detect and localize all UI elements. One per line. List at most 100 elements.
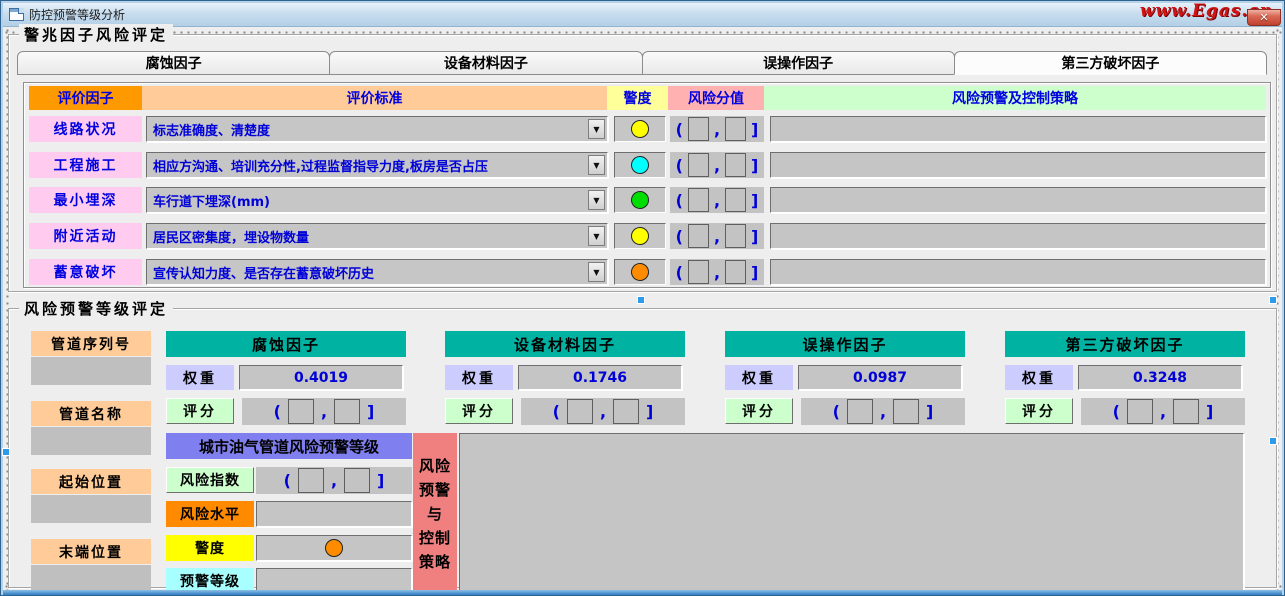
- score-interval-panel: ( , ]: [1081, 398, 1245, 425]
- tab-third-party-damage-factor[interactable]: 第三方破坏因子: [953, 51, 1267, 75]
- tab-misoperation-factor[interactable]: 误操作因子: [641, 51, 955, 75]
- weight-value-misoperation[interactable]: 0.0987: [798, 365, 962, 390]
- score-low-input[interactable]: [566, 399, 593, 424]
- score-high-input[interactable]: [725, 117, 747, 141]
- window-icon: [9, 8, 24, 21]
- weight-value-equipment[interactable]: 0.1746: [518, 365, 682, 390]
- score-high-input[interactable]: [613, 399, 640, 424]
- table-row: 工程施工 相应方沟通、培训充分性,过程监督指导力度,板房是否占压 ▼ ( , ]: [24, 152, 1270, 178]
- risk-index-high-input[interactable]: [344, 468, 371, 493]
- factor-table: 评价因子 评价标准 警度 风险分值 风险预警及控制策略 线路状况 标志准确度、清…: [23, 82, 1271, 288]
- score-high-input[interactable]: [725, 260, 747, 284]
- weight-value-third-party[interactable]: 0.3248: [1078, 365, 1242, 390]
- table-row: 附近活动 居民区密集度，埋设物数量 ▼ ( , ]: [24, 223, 1270, 249]
- designer-grid-dots: [3, 29, 1282, 37]
- score-low-input[interactable]: [846, 399, 873, 424]
- score-interval-panel: ( , ]: [670, 223, 764, 249]
- risk-level-field[interactable]: [256, 501, 412, 527]
- end-position-field[interactable]: [31, 565, 151, 590]
- pipeline-serial-field[interactable]: [31, 357, 151, 385]
- weight-label: 权重: [445, 365, 513, 390]
- selection-handle[interactable]: [637, 296, 645, 304]
- form-surface: 警兆因子风险评定 腐蚀因子 设备材料因子 误操作因子 第三方破坏因子 评价因子 …: [3, 24, 1282, 594]
- selection-handle[interactable]: [1269, 296, 1277, 304]
- score-low-input[interactable]: [687, 117, 709, 141]
- degree-indicator-panel: [614, 187, 666, 213]
- strategy-field[interactable]: [770, 116, 1266, 142]
- group-risk-warning-grade: 风险预警等级评定 管道序列号 管道名称 起始位置 末端位置 腐蚀因子 权重 0.…: [8, 298, 1277, 594]
- table-row: 最小埋深 车行道下埋深(mm) ▼ ( , ]: [24, 187, 1270, 213]
- degree-field[interactable]: [256, 535, 412, 561]
- label-end-position: 末端位置: [31, 539, 151, 564]
- standard-dropdown[interactable]: 相应方沟通、培训充分性,过程监督指导力度,板房是否占压 ▼: [146, 152, 608, 178]
- chevron-down-icon: ▼: [588, 226, 605, 246]
- col-header-strategy: 风险预警及控制策略: [764, 86, 1266, 110]
- score-label[interactable]: 评分: [166, 398, 234, 424]
- score-low-input[interactable]: [287, 399, 314, 424]
- standard-dropdown[interactable]: 标志准确度、清楚度 ▼: [146, 116, 608, 142]
- factor-header-corrosion: 腐蚀因子: [166, 331, 406, 357]
- factor-header-equipment: 设备材料因子: [445, 331, 685, 357]
- standard-dropdown[interactable]: 居民区密集度，埋设物数量 ▼: [146, 223, 608, 249]
- egas-logo: www.Egas.cn: [1139, 1, 1273, 21]
- selection-handle[interactable]: [2, 448, 10, 456]
- score-interval-panel: ( , ]: [670, 187, 764, 213]
- score-label[interactable]: 评分: [1005, 398, 1073, 424]
- close-button[interactable]: ✕: [1247, 9, 1281, 26]
- window-bottom-border: [3, 590, 1282, 595]
- score-high-input[interactable]: [725, 153, 747, 177]
- score-interval-panel: ( , ]: [242, 398, 406, 425]
- risk-index-interval-panel: ( , ]: [256, 467, 412, 494]
- strategy-vertical-label: 风险 预警 与 控制 策略: [413, 433, 457, 594]
- score-low-input[interactable]: [687, 224, 709, 248]
- chevron-down-icon: ▼: [588, 190, 605, 210]
- degree-indicator-panel: [614, 116, 666, 142]
- label-start-position: 起始位置: [31, 469, 151, 494]
- score-high-input[interactable]: [334, 399, 361, 424]
- degree-circle: [631, 156, 649, 174]
- factor-header-misoperation: 误操作因子: [725, 331, 965, 357]
- score-high-input[interactable]: [893, 399, 920, 424]
- score-high-input[interactable]: [725, 188, 747, 212]
- score-label[interactable]: 评分: [725, 398, 793, 424]
- score-low-input[interactable]: [687, 153, 709, 177]
- col-header-standard: 评价标准: [142, 86, 607, 110]
- warning-grade-field[interactable]: [256, 568, 412, 591]
- group-title: 风险预警等级评定: [19, 298, 174, 319]
- selection-handle[interactable]: [1269, 437, 1277, 445]
- strategy-textarea[interactable]: [459, 433, 1244, 591]
- group-warning-factor-assessment: 警兆因子风险评定 腐蚀因子 设备材料因子 误操作因子 第三方破坏因子 评价因子 …: [8, 24, 1277, 292]
- tab-corrosion-factor[interactable]: 腐蚀因子: [17, 51, 331, 75]
- weight-label: 权重: [166, 365, 234, 390]
- row-label-deliberate-damage: 蓄意破坏: [29, 259, 142, 285]
- tab-equipment-material-factor[interactable]: 设备材料因子: [329, 51, 643, 75]
- risk-index-label[interactable]: 风险指数: [166, 467, 254, 493]
- strategy-field[interactable]: [770, 223, 1266, 249]
- degree-circle: [631, 120, 649, 138]
- weight-value-corrosion[interactable]: 0.4019: [239, 365, 403, 390]
- chevron-down-icon: ▼: [588, 155, 605, 175]
- label-pipeline-serial: 管道序列号: [31, 331, 151, 356]
- table-row: 蓄意破坏 宣传认知力度、是否存在蓄意破坏历史 ▼ ( , ]: [24, 259, 1270, 285]
- strategy-field[interactable]: [770, 259, 1266, 285]
- score-label[interactable]: 评分: [445, 398, 513, 424]
- score-high-input[interactable]: [725, 224, 747, 248]
- pipeline-name-field[interactable]: [31, 427, 151, 455]
- score-low-input[interactable]: [687, 188, 709, 212]
- standard-dropdown[interactable]: 宣传认知力度、是否存在蓄意破坏历史 ▼: [146, 259, 608, 285]
- score-interval-panel: ( , ]: [670, 116, 764, 142]
- score-low-input[interactable]: [687, 260, 709, 284]
- strategy-field[interactable]: [770, 187, 1266, 213]
- weight-label: 权重: [725, 365, 793, 390]
- strategy-field[interactable]: [770, 152, 1266, 178]
- degree-circle: [631, 191, 649, 209]
- standard-dropdown[interactable]: 车行道下埋深(mm) ▼: [146, 187, 608, 213]
- risk-index-low-input[interactable]: [297, 468, 324, 493]
- score-interval-panel: ( , ]: [670, 152, 764, 178]
- score-high-input[interactable]: [1173, 399, 1200, 424]
- score-low-input[interactable]: [1126, 399, 1153, 424]
- start-position-field[interactable]: [31, 495, 151, 523]
- col-header-degree: 警度: [607, 86, 668, 110]
- degree-indicator-panel: [614, 259, 666, 285]
